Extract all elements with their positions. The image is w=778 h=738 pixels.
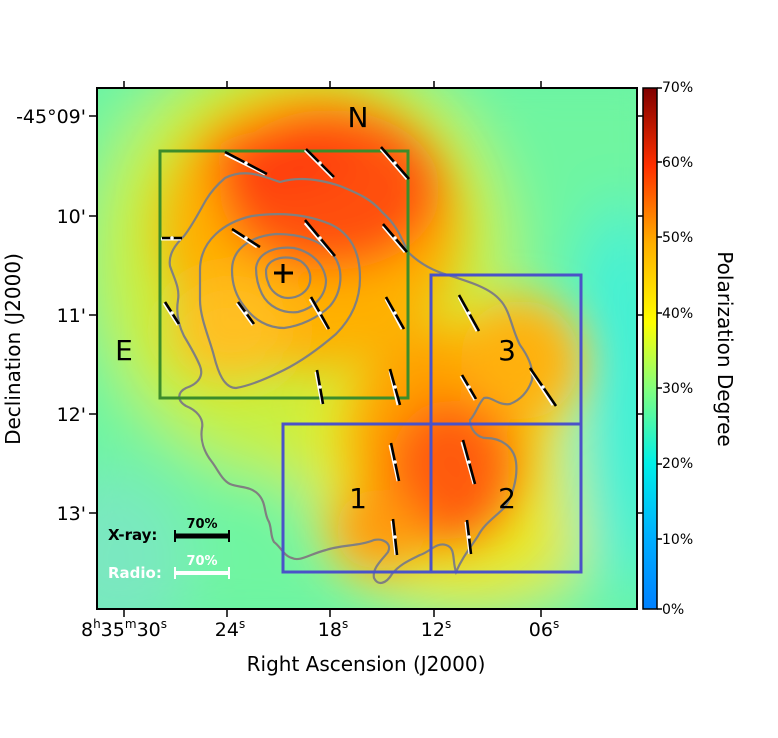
x-tick-label: 06s	[529, 617, 559, 641]
region-label-1: 1	[349, 482, 367, 515]
vector-center-dot	[318, 385, 322, 389]
contour-2	[198, 212, 362, 390]
y-tick-label: -45°09'	[16, 106, 86, 128]
xray-scale-label: X-ray:	[108, 526, 157, 544]
y-tick-label: 12'	[57, 404, 86, 426]
colorbar-tick-label: 0%	[662, 602, 684, 618]
vector-center-dot	[467, 460, 471, 464]
colorbar-label: Polarization Degree	[713, 251, 737, 446]
x-tick-label: 12s	[421, 617, 451, 641]
y-axis-label: Declination (J2000)	[1, 253, 25, 445]
contour-4	[254, 246, 328, 314]
y-tick-label: 10'	[57, 206, 86, 228]
vector-center-dot	[393, 236, 397, 240]
vector-center-dot	[393, 161, 397, 165]
vector-center-dot	[318, 161, 322, 165]
vector-center-dot	[393, 311, 397, 315]
vector-center-dot	[467, 535, 471, 539]
contour-3	[230, 232, 342, 330]
vector-center-dot	[467, 385, 471, 389]
vector-center-dot	[244, 236, 248, 240]
vector-center-dot	[244, 311, 248, 315]
radio-scale-label: Radio:	[108, 564, 162, 582]
region-label-2: 2	[498, 482, 516, 515]
y-tick-label: 13'	[57, 503, 86, 525]
colorbar-tick-label: 70%	[662, 80, 693, 96]
xray-contours	[168, 172, 534, 584]
vector-center-dot	[318, 236, 322, 240]
vector-center-dots	[170, 161, 545, 539]
x-tick-label: 8h35m30s	[81, 617, 167, 641]
colorbar: 0% 10% 20% 30% 40% 50% 60% 70% Polarizat…	[642, 80, 737, 618]
vector-center-dot	[393, 535, 397, 539]
colorbar-gradient	[642, 87, 658, 610]
y-tick-label: 11'	[57, 305, 86, 327]
colorbar-tick-label: 30%	[662, 381, 693, 397]
vector-center-dot	[170, 236, 174, 240]
colorbar-tick-label: 20%	[662, 456, 693, 472]
contour-5	[264, 256, 312, 300]
vector-center-dot	[393, 460, 397, 464]
colorbar-tick-label: 40%	[662, 306, 693, 322]
region-boxes	[158, 149, 583, 574]
x-tick-label: 24s	[215, 617, 245, 641]
x-tick-label: 18s	[318, 617, 348, 641]
vector-center-dot	[467, 311, 471, 315]
vector-center-dot	[244, 161, 248, 165]
region-label-north: N	[348, 101, 369, 134]
region-label-east: E	[115, 334, 133, 367]
colorbar-tick-label: 50%	[662, 230, 693, 246]
vector-center-dot	[170, 311, 174, 315]
vector-center-dot	[318, 311, 322, 315]
radio-scale-value: 70%	[186, 554, 217, 569]
vector-center-dot	[541, 385, 545, 389]
region-label-3: 3	[498, 334, 516, 367]
xray-scale-value: 70%	[186, 517, 217, 532]
x-axis-label: Right Ascension (J2000)	[247, 652, 486, 676]
colorbar-tick-label: 60%	[662, 155, 693, 171]
center-cross-marker	[274, 264, 293, 283]
region-3-box	[429, 273, 583, 426]
colorbar-tick-label: 10%	[662, 532, 693, 548]
scale-legend: X-ray: 70% Radio: 70%	[108, 517, 230, 582]
contour-outer	[168, 172, 534, 584]
region-north-box	[158, 149, 410, 400]
plot-frame	[96, 87, 638, 610]
vector-center-dot	[393, 385, 397, 389]
